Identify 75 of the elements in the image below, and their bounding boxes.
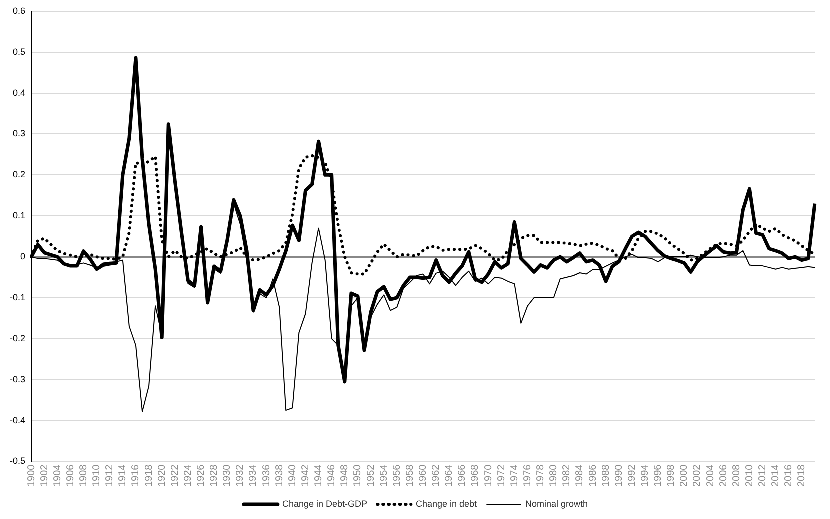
x-tick-label: 1928 [209,464,220,488]
x-tick-label: 1964 [444,464,456,488]
x-tick-label: 1996 [653,464,664,488]
x-tick-label: 1978 [536,464,547,488]
x-tick-label: 1942 [300,464,312,488]
y-tick-label: 0.5 [12,46,26,57]
y-tick-label: 0 [20,252,26,262]
x-tick-label: 2006 [718,464,730,488]
x-tick-label: 2014 [770,464,782,488]
y-tick-label: 0.2 [12,170,26,180]
x-tick-label: 1906 [65,464,76,488]
x-tick-label: 2008 [731,464,742,488]
x-tick-label: 1934 [248,464,260,488]
y-tick-label: -0.3 [10,374,26,384]
legend-label: Change in Debt-GDP [282,498,368,509]
y-tick-label: 0.3 [12,128,26,139]
x-tick-label: 1900 [26,464,38,488]
x-tick-label: 1994 [640,464,651,488]
x-tick-label: 1938 [274,464,286,488]
x-tick-label: 1986 [588,464,599,488]
x-tick-label: 1910 [92,464,103,488]
x-tick-label: 1962 [431,464,442,488]
x-tick-label: 1972 [496,464,508,488]
x-tick-label: 1960 [418,464,430,488]
x-tick-label: 2010 [744,464,756,488]
y-tick-label: -0.1 [10,292,26,302]
y-tick-label: 0.6 [12,6,26,16]
x-tick-label: 1968 [470,464,482,488]
x-tick-label: 1998 [666,464,678,488]
x-tick-label: 1990 [614,464,625,488]
x-tick-label: 1916 [130,464,142,488]
x-tick-label: 1904 [52,464,64,488]
y-tick-label: 0.4 [12,88,26,98]
y-tick-label: -0.4 [10,415,26,426]
x-tick-label: 1924 [182,464,194,488]
x-tick-label: 1992 [626,464,638,488]
y-tick-label: -0.5 [10,456,26,466]
y-tick-label: -0.2 [10,333,26,344]
x-tick-label: 1926 [196,464,208,488]
x-tick-label: 1936 [261,464,272,488]
x-tick-label: 1958 [404,464,416,488]
x-tick-label: 1920 [156,464,168,488]
x-tick-label: 1956 [392,464,403,488]
y-tick-label: 0.1 [12,210,26,221]
x-tick-label: 2000 [679,464,690,488]
x-tick-label: 2004 [705,464,716,488]
x-tick-label: 1946 [326,464,338,488]
x-tick-label: 1976 [522,464,534,488]
x-tick-label: 1952 [366,464,377,488]
x-tick-label: 1930 [222,464,234,488]
x-tick-label: 1948 [340,464,351,488]
legend-label: Nominal growth [526,498,588,509]
x-tick-label: 2012 [758,464,769,488]
x-tick-label: 1950 [352,464,364,488]
x-tick-label: 1918 [144,464,155,488]
x-tick-label: 1908 [78,464,90,488]
x-tick-label: 1966 [457,464,468,488]
x-tick-label: 1912 [104,464,116,488]
x-tick-label: 1914 [118,464,129,488]
x-tick-label: 1988 [600,464,612,488]
x-tick-label: 1970 [483,464,494,488]
x-tick-label: 2016 [784,464,795,488]
x-tick-label: 1980 [548,464,560,488]
x-tick-label: 1922 [170,464,181,488]
x-tick-label: 2002 [692,464,704,488]
x-tick-label: 1954 [378,464,390,488]
x-tick-label: 1932 [235,464,246,488]
x-tick-label: 1982 [562,464,573,488]
x-tick-label: 1984 [574,464,586,488]
x-tick-label: 1974 [509,464,520,488]
x-tick-label: 1940 [287,464,298,488]
x-tick-label: 1944 [314,464,325,488]
x-tick-label: 2018 [796,464,808,488]
legend-label: Change in debt [416,498,478,509]
x-tick-label: 1902 [39,464,50,488]
